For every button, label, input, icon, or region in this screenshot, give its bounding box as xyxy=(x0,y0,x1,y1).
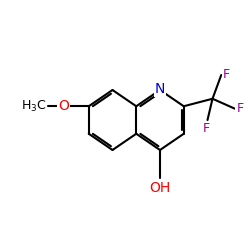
Text: F: F xyxy=(236,102,244,115)
Text: F: F xyxy=(222,68,230,81)
Text: OH: OH xyxy=(150,181,171,195)
Text: F: F xyxy=(203,122,210,136)
Text: N: N xyxy=(155,82,165,96)
Text: O: O xyxy=(58,99,69,113)
Text: $\mathsf{H_3C}$: $\mathsf{H_3C}$ xyxy=(21,99,46,114)
